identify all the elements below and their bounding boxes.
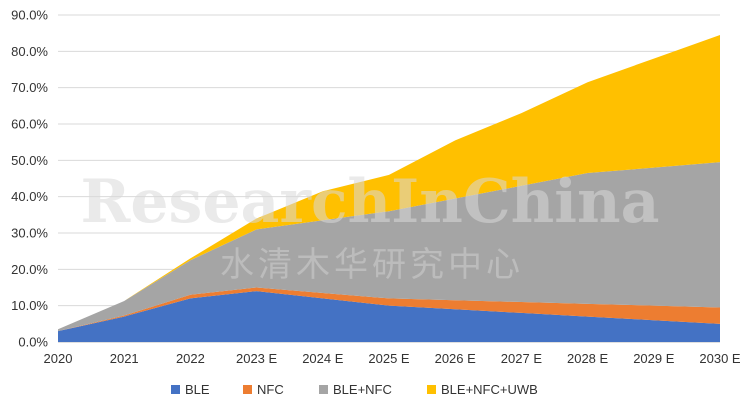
legend-item: NFC [243, 382, 284, 397]
x-tick-label: 2020 [44, 351, 73, 366]
y-tick-label: 70.0% [11, 80, 48, 95]
x-tick-label: 2026 E [435, 351, 477, 366]
x-tick-label: 2027 E [501, 351, 543, 366]
area-ble-nfc [58, 162, 720, 332]
x-tick-label: 2022 [176, 351, 205, 366]
x-tick-label: 2029 E [633, 351, 675, 366]
y-tick-label: 90.0% [11, 8, 48, 23]
area-ble [58, 291, 720, 342]
y-tick-label: 80.0% [11, 44, 48, 59]
legend-item: BLE [171, 382, 210, 397]
y-tick-label: 20.0% [11, 262, 48, 277]
legend-item: BLE+NFC [319, 382, 392, 397]
x-tick-label: 2028 E [567, 351, 609, 366]
x-tick-label: 2024 E [302, 351, 344, 366]
watermark: ResearchInChina 水清木华研究中心 [81, 167, 660, 285]
y-tick-label: 50.0% [11, 153, 48, 168]
x-tick-label: 2025 E [368, 351, 410, 366]
legend-swatch [243, 385, 252, 394]
x-tick-label: 2030 E [699, 351, 741, 366]
legend-swatch [171, 385, 180, 394]
legend-label: BLE+NFC+UWB [441, 382, 538, 397]
area-nfc [58, 287, 720, 332]
legend-item: BLE+NFC+UWB [427, 382, 538, 397]
legend: BLE NFC BLE+NFC BLE+NFC+UWB [171, 382, 538, 397]
x-tick-label: 2023 E [236, 351, 278, 366]
y-tick-label: 60.0% [11, 117, 48, 132]
legend-label: BLE [185, 382, 210, 397]
legend-label: NFC [257, 382, 284, 397]
x-tick-label: 2021 [110, 351, 139, 366]
watermark-primary: ResearchInChina [81, 167, 660, 237]
y-tick-label: 30.0% [11, 226, 48, 241]
series-areas [58, 34, 720, 342]
axes: 0.0% 10.0% 20.0% 30.0% 40.0% 50.0% 60.0% 70.0% 8… [11, 8, 741, 367]
area-ble-nfc-uwb [58, 34, 720, 330]
y-tick-label: 40.0% [11, 189, 48, 204]
legend-swatch [319, 385, 328, 394]
watermark-secondary: 水清木华研究中心 [220, 245, 524, 285]
legend-label: BLE+NFC [333, 382, 392, 397]
y-tick-label: 10.0% [11, 298, 48, 313]
y-tick-label: 0.0% [18, 335, 48, 350]
legend-swatch [427, 385, 436, 394]
